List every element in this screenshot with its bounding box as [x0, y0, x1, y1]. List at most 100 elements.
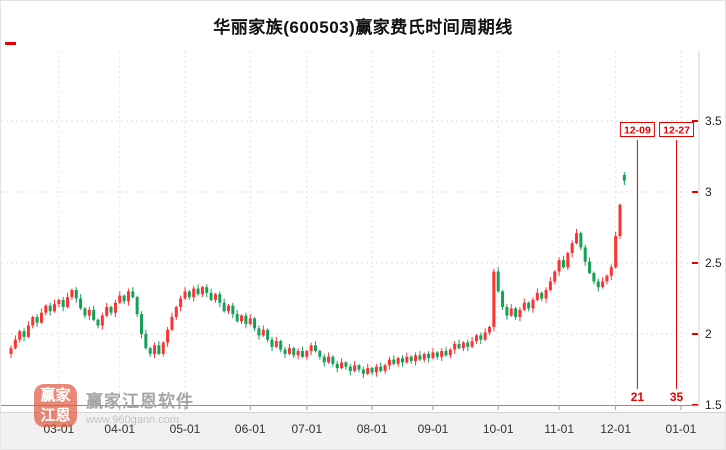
- candle: [401, 358, 404, 363]
- candle: [170, 316, 174, 330]
- candle: [309, 345, 313, 352]
- candle: [361, 369, 365, 374]
- candle: [566, 253, 570, 268]
- candle: [618, 204, 622, 237]
- x-axis-band: [1, 412, 725, 449]
- candle: [405, 356, 409, 363]
- candle: [187, 291, 191, 298]
- fib-count-label: 21: [631, 390, 645, 404]
- watermark: 赢家 江恩 赢家江恩软件 www.960gann.com: [34, 384, 194, 427]
- candle: [140, 314, 143, 334]
- candle: [418, 355, 422, 360]
- chart-title: 华丽家族(600503)赢家费氏时间周期线: [213, 18, 513, 37]
- candle: [53, 304, 56, 312]
- candle: [196, 288, 200, 295]
- candle: [13, 339, 17, 349]
- candle: [153, 345, 157, 354]
- candle: [601, 281, 605, 288]
- candle: [79, 298, 83, 309]
- candle: [279, 341, 283, 350]
- candle: [48, 305, 52, 312]
- candle: [514, 308, 518, 317]
- candle: [553, 271, 557, 282]
- watermark-url: www.960gann.com: [86, 414, 179, 426]
- candle: [161, 342, 165, 354]
- candle: [379, 366, 383, 371]
- candle: [396, 358, 400, 364]
- logo-line2: 江恩: [40, 407, 71, 424]
- candle: [622, 174, 626, 181]
- candle: [183, 291, 187, 299]
- candle: [287, 348, 291, 354]
- fib-date-label: 12-09: [624, 125, 651, 137]
- candle: [70, 289, 74, 298]
- candle: [231, 305, 235, 315]
- candle: [327, 356, 331, 363]
- fib-date-label: 12-27: [663, 125, 690, 137]
- candle: [205, 287, 209, 293]
- candle: [348, 366, 352, 371]
- candle: [570, 243, 574, 254]
- candle: [531, 299, 535, 309]
- x-axis-label: 12-01: [600, 422, 631, 436]
- candle: [109, 307, 113, 313]
- candle: [501, 291, 505, 308]
- winner-gann-logo-icon: 赢家 江恩: [34, 384, 77, 427]
- candle: [253, 318, 257, 329]
- candle: [31, 316, 35, 326]
- candles-layer[interactable]: [9, 172, 626, 379]
- candle: [218, 294, 222, 303]
- candle: [148, 348, 152, 354]
- candle: [118, 295, 122, 303]
- y-axis-label: 3.5: [705, 114, 722, 128]
- candle: [26, 325, 30, 337]
- candle: [596, 281, 600, 288]
- candle: [122, 295, 126, 302]
- candle: [340, 362, 344, 369]
- candle: [609, 267, 613, 276]
- candle: [357, 365, 361, 370]
- candle: [496, 271, 500, 292]
- candle: [135, 297, 139, 315]
- candle: [557, 260, 561, 272]
- candle: [409, 356, 413, 361]
- candle: [105, 307, 109, 316]
- candle: [209, 292, 213, 300]
- candle: [540, 292, 544, 299]
- candle: [479, 335, 483, 340]
- candle: [113, 302, 117, 313]
- candle: [335, 363, 339, 369]
- candle: [235, 314, 239, 322]
- candle: [583, 247, 587, 262]
- candle: [453, 343, 457, 350]
- candle: [527, 302, 531, 309]
- x-axis-label: 01-01: [666, 422, 697, 436]
- candle: [266, 329, 270, 340]
- watermark-text: 赢家江恩软件 www.960gann.com: [86, 384, 194, 426]
- candle: [179, 298, 183, 308]
- candle: [461, 342, 465, 349]
- left-edge-red-marker: [5, 42, 16, 45]
- candle: [575, 233, 578, 244]
- candle: [505, 307, 509, 316]
- candle: [370, 368, 374, 373]
- candle: [174, 307, 178, 317]
- candle: [39, 312, 43, 323]
- candle: [387, 359, 391, 366]
- candle: [522, 302, 526, 310]
- candle: [561, 260, 565, 268]
- candle: [283, 349, 287, 354]
- candle: [18, 331, 22, 340]
- candle: [440, 351, 444, 357]
- x-axis-label: 09-01: [418, 422, 449, 436]
- candle: [431, 352, 435, 359]
- candle: [157, 345, 161, 354]
- candle: [605, 275, 609, 282]
- x-axis-label: 11-01: [544, 422, 574, 436]
- candle: [457, 343, 461, 349]
- y-axis-label: 2: [705, 327, 712, 341]
- x-axis-label: 04-01: [104, 422, 135, 436]
- candle: [318, 351, 322, 357]
